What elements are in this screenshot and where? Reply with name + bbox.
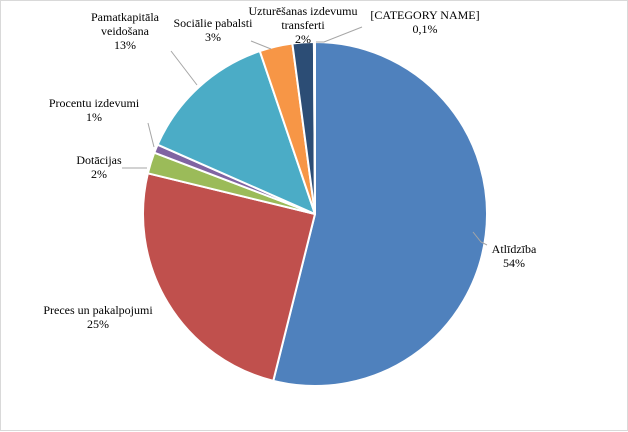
slice-category-label: [CATEGORY NAME] bbox=[370, 8, 479, 22]
slice-value-label: 1% bbox=[86, 110, 102, 124]
slice-category-label: Dotācijas bbox=[76, 153, 122, 167]
slice-label-4: Pamatkapitāla veidošana 13% bbox=[91, 10, 160, 52]
slice-label-1: Preces un pakalpojumi 25% bbox=[43, 303, 153, 331]
slice-label-5: Sociālie pabalsti 3% bbox=[174, 16, 254, 44]
leader-line-7 bbox=[316, 26, 363, 43]
slice-value-label: 3% bbox=[205, 30, 221, 44]
slice-category-label: transferti bbox=[281, 18, 325, 32]
slice-label-2: Dotācijas 2% bbox=[76, 153, 122, 181]
slice-label-3: Procentu izdevumi 1% bbox=[49, 96, 140, 124]
pie-slice-4 bbox=[156, 50, 316, 215]
slice-category-label: Atlīdzība bbox=[492, 242, 537, 256]
pie-slice-0 bbox=[272, 41, 489, 387]
slice-label-7: [CATEGORY NAME] 0,1% bbox=[370, 8, 479, 36]
pie-slice-7 bbox=[312, 40, 316, 215]
leader-line-3 bbox=[147, 122, 155, 148]
slice-label-6: Uzturēšanas izdevumu transferti 2% bbox=[249, 4, 358, 46]
slice-value-label: 2% bbox=[91, 167, 107, 181]
slice-value-label: 54% bbox=[503, 256, 525, 270]
leader-line-5 bbox=[250, 40, 272, 50]
leader-line-4 bbox=[170, 50, 198, 86]
slice-category-label: Uzturēšanas izdevumu bbox=[249, 4, 358, 18]
slice-category-label: Preces un pakalpojumi bbox=[43, 303, 153, 317]
slice-category-label: Sociālie pabalsti bbox=[174, 16, 254, 30]
slice-category-label: veidošana bbox=[101, 24, 150, 38]
slice-category-label: Procentu izdevumi bbox=[49, 96, 140, 110]
slice-labels: Atlīdzība 54% Preces un pakalpojumi 25% Dotā… bbox=[43, 4, 537, 331]
pie-slice-1 bbox=[142, 172, 316, 382]
slice-value-label: 13% bbox=[114, 38, 136, 52]
slice-label-0: Atlīdzība 54% bbox=[492, 242, 537, 270]
slice-category-label: Pamatkapitāla bbox=[91, 10, 160, 24]
slice-value-label: 2% bbox=[295, 32, 311, 46]
leader-line-0 bbox=[472, 231, 488, 246]
pie-slices bbox=[142, 40, 489, 387]
slice-value-label: 0,1% bbox=[413, 22, 438, 36]
slice-value-label: 25% bbox=[87, 317, 109, 331]
leader-lines bbox=[122, 26, 488, 246]
